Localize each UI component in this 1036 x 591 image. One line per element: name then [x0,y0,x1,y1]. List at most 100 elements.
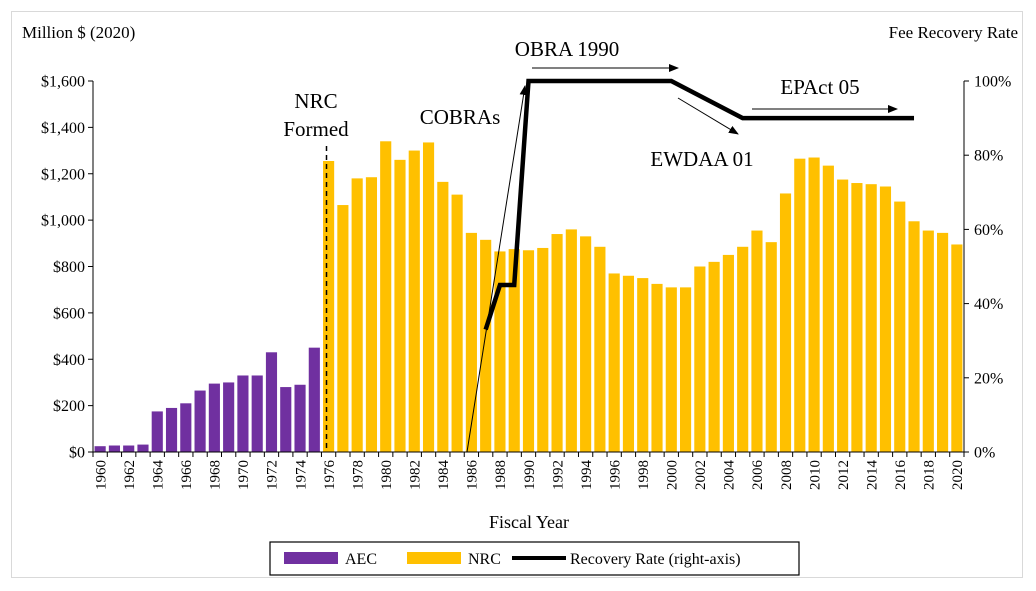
x-tick-label: 2004 [722,460,738,491]
bar-nrc-1980 [380,141,392,453]
bar-nrc-2014 [865,184,877,452]
x-tick-label: 2020 [950,460,966,490]
bar-aec-1960 [94,446,106,452]
bar-nrc-2007 [765,242,777,452]
bar-nrc-1988 [494,251,506,452]
right-tick-label: 0% [974,445,995,462]
annotations-layer: NRC Formed COBRAs OBRA 1990 EWDAA 01 EPA… [283,37,898,453]
bar-nrc-2006 [751,230,763,452]
left-axis-title: Million $ (2020) [22,23,135,42]
x-tick-label: 2010 [807,460,823,490]
x-tick-label: 2002 [693,460,709,490]
x-tick-label: 1962 [122,460,138,490]
bar-nrc-1976 [323,161,335,452]
cobras-arrow [466,85,528,453]
bar-aec-1965 [165,407,178,452]
bar-aec-1974 [294,384,306,452]
x-tick-label: 2000 [665,460,681,490]
left-tick-label: $1,200 [41,166,85,183]
bar-nrc-2002 [694,266,706,452]
left-tick-label: $600 [53,305,85,322]
bar-aec-1966 [180,403,192,452]
right-axis-title: Fee Recovery Rate [889,23,1018,42]
bar-aec-1964 [151,411,163,452]
bar-aec-1975 [308,347,320,452]
ticks-layer: $0 $200 $400 $600 $800 $1,000 $1,200 $1,400 $1,6… [41,74,1011,491]
x-tick-label: 1970 [236,460,252,490]
left-tick-label: $400 [53,352,85,369]
x-axis-title: Fiscal Year [489,512,569,532]
x-tick-label: 2016 [893,460,909,491]
right-tick-label: 60% [974,222,1003,239]
bar-nrc-1984 [437,181,449,452]
bar-nrc-1993 [565,229,577,452]
x-tick-label: 1974 [293,460,309,491]
x-tick-label: 1976 [322,460,338,491]
left-tick-label: $1,400 [41,120,85,137]
bar-nrc-1995 [594,246,606,452]
x-tick-label: 1964 [151,460,167,491]
legend-label-nrc: NRC [468,551,501,568]
x-tick-label: 2018 [922,460,938,490]
x-tick-label: 1996 [607,460,623,491]
bar-nrc-2009 [794,158,806,452]
bar-nrc-2019 [937,232,949,452]
x-tick-label: 1966 [179,460,195,491]
recovery-rate-layer [483,78,915,331]
x-tick-label: 1982 [408,460,424,490]
right-tick-label: 20% [974,370,1003,387]
x-tick-label: 1994 [579,460,595,491]
x-tick-label: 1992 [550,460,566,490]
legend-swatch-nrc [407,552,461,564]
legend-label-recovery-rate: Recovery Rate (right-axis) [570,551,741,568]
legend: AEC NRC Recovery Rate (right-axis) [269,541,800,576]
x-tick-label: 1984 [436,460,452,491]
bar-nrc-2003 [708,261,720,452]
bar-nrc-1982 [408,150,420,452]
bar-nrc-2000 [665,287,677,452]
cobras-label: COBRAs [420,105,501,129]
bar-nrc-1999 [651,283,663,452]
left-tick-label: $200 [53,398,85,415]
obra-1990-label: OBRA 1990 [515,37,619,61]
bar-nrc-2017 [908,221,920,452]
bar-nrc-1983 [422,142,435,452]
ewdaa-01-label: EWDAA 01 [650,147,753,171]
epact-05-label: EPAct 05 [780,75,859,99]
bar-nrc-1991 [537,247,549,452]
left-tick-label: $1,000 [41,213,85,230]
legend-swatch-aec [284,552,338,564]
bar-nrc-1979 [365,177,378,453]
bar-aec-1963 [137,444,149,452]
bar-nrc-1998 [637,278,649,452]
right-tick-label: 100% [974,74,1011,91]
bar-nrc-1986 [465,232,477,452]
x-tick-label: 1986 [465,460,481,491]
nrc-formed-label-line2: Formed [283,117,349,141]
bar-nrc-1997 [622,275,635,452]
bar-aec-1961 [108,445,120,452]
bar-nrc-2004 [722,254,734,452]
x-tick-label: 1988 [493,460,509,490]
bar-nrc-1989 [508,249,520,452]
x-tick-label: 1978 [350,460,366,490]
bar-nrc-1981 [394,159,406,452]
bar-nrc-1992 [551,234,563,452]
bar-aec-1971 [251,375,263,452]
bar-aec-1968 [208,383,220,452]
bar-nrc-2016 [894,201,906,452]
x-tick-label: 1972 [265,460,281,490]
left-tick-label: $1,600 [41,74,85,91]
bar-nrc-1978 [351,178,363,452]
x-tick-label: 1998 [636,460,652,490]
bar-nrc-2015 [879,186,892,452]
bar-nrc-1996 [608,273,620,452]
bar-nrc-2005 [737,246,749,452]
bars-layer [94,141,963,453]
bar-nrc-2001 [680,287,692,452]
bar-nrc-1985 [451,194,463,452]
right-tick-label: 80% [974,148,1003,165]
bar-nrc-1990 [522,250,535,452]
bar-nrc-2011 [822,165,834,452]
